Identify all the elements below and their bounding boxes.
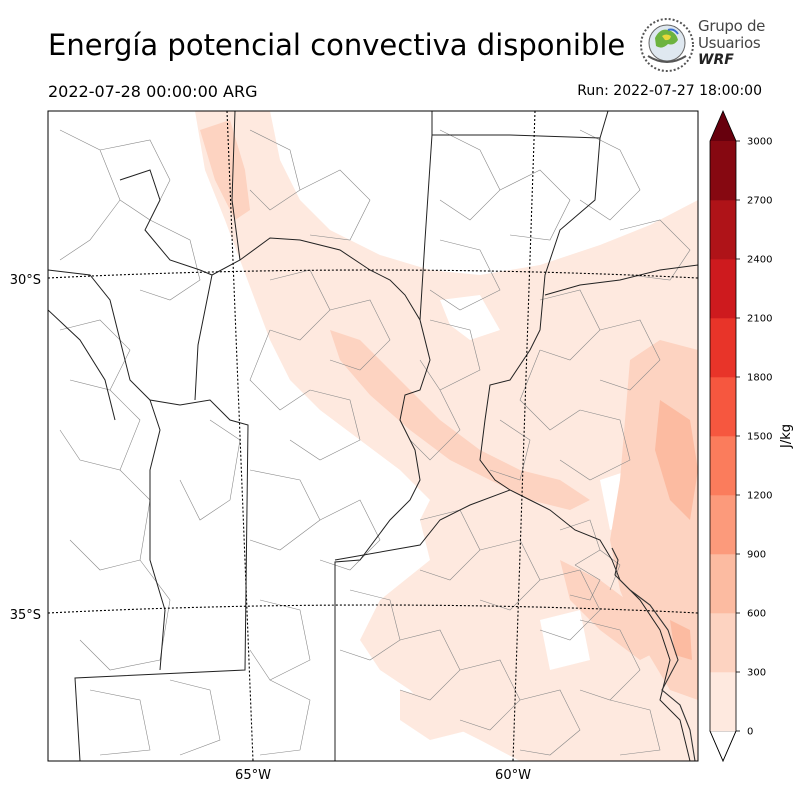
- colorbar-tick-label: 2100: [747, 314, 772, 325]
- colorbar: 0 300 600 900 1200 1500 1800 2100 2400 2700 3000: [709, 109, 772, 763]
- lon-label-60w: 60°W: [495, 768, 531, 783]
- colorbar-tick-label: 3000: [747, 137, 772, 148]
- colorbar-segment: [710, 318, 736, 378]
- colorbar-extend-under: [709, 730, 737, 763]
- lat-label-35s: 35°S: [10, 608, 41, 623]
- colorbar-unit: J/kg: [779, 424, 794, 449]
- logo-line-2: Usuarios: [698, 34, 761, 52]
- colorbar-segment: [710, 495, 736, 555]
- colorbar-tick-label: 900: [747, 550, 766, 561]
- colorbar-segment: [710, 613, 736, 673]
- colorbar-tick-label: 600: [747, 609, 766, 620]
- map-frame: [47, 110, 699, 762]
- colorbar-segment: [710, 377, 736, 437]
- colorbar-segment: [710, 141, 736, 201]
- colorbar-segment: [710, 200, 736, 260]
- colorbar-tick-label: 2400: [747, 255, 772, 266]
- wrf-logo: Grupo de Usuarios WRF: [638, 16, 768, 74]
- run-time: Run: 2022-07-27 18:00:00: [577, 83, 762, 99]
- colorbar-segment: [710, 672, 736, 732]
- logo-line-3: WRF: [698, 52, 734, 68]
- province-boundaries: [48, 111, 698, 761]
- colorbar-segment: [710, 554, 736, 614]
- valid-time: 2022-07-28 00:00:00 ARG: [48, 82, 258, 101]
- colorbar-tick-label: 2700: [747, 196, 772, 207]
- coastline: [611, 547, 696, 761]
- cape-field-600-900: [655, 400, 698, 660]
- lon-label-65w: 65°W: [235, 768, 271, 783]
- colorbar-extend-over: [710, 111, 736, 141]
- logo-line-1: Grupo de: [698, 17, 766, 35]
- globe-icon: [640, 18, 694, 72]
- colorbar-tick-label: 300: [747, 668, 766, 679]
- colorbar-tick-label: 0: [747, 727, 753, 738]
- lat-label-30s: 30°S: [10, 273, 41, 288]
- colorbar-tick-label: 1500: [747, 432, 772, 443]
- department-boundaries: [59, 129, 691, 756]
- map-area: [48, 111, 698, 761]
- colorbar-tick-label: 1200: [747, 491, 772, 502]
- colorbar-segment: [710, 259, 736, 319]
- graticule: [48, 111, 698, 761]
- colorbar-tick-label: 1800: [747, 373, 772, 384]
- page-title: Energía potencial convectiva disponible: [48, 28, 626, 62]
- colorbar-segment: [710, 436, 736, 496]
